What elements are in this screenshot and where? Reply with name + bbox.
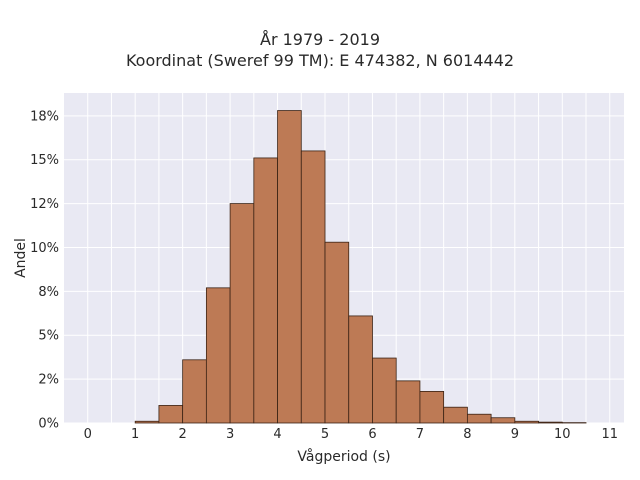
y-axis-label: Andel [13,238,29,278]
y-tick-label: 0% [38,417,59,432]
chart-title: År 1979 - 2019 Koordinat (Sweref 99 TM):… [0,29,640,71]
histogram-bar [443,406,468,424]
x-tick-label: 4 [273,427,281,442]
histogram-bar [538,421,563,424]
x-tick-label: 11 [601,427,618,442]
histogram-bar [490,417,516,424]
histogram-bar [158,405,184,424]
x-tick-label: 5 [321,427,329,442]
y-tick-label: 12% [30,197,59,212]
histogram-bar [419,391,445,424]
histogram-bar [229,203,255,424]
x-tick-label: 1 [131,427,139,442]
x-tick-label: 0 [84,427,92,442]
histogram-bar [324,241,350,424]
x-tick-label: 8 [463,427,471,442]
chart-title-line-1: År 1979 - 2019 [260,30,380,49]
y-tick-label: 8% [38,285,59,300]
histogram-bar [277,110,302,424]
histogram-bar [395,380,421,424]
x-axis-label: Vågperiod (s) [297,448,390,465]
histogram-bars [134,110,587,424]
y-tick-label: 15% [30,153,59,168]
x-tick-label: 6 [368,427,376,442]
x-tick-label: 10 [554,427,571,442]
histogram-bar [182,359,207,424]
y-axis-ticks: 0% 2% 5% 8% 10% 12% 15% 18% [30,109,59,431]
histogram-bar [300,150,326,424]
y-tick-label: 18% [30,109,59,124]
x-tick-label: 7 [416,427,424,442]
histogram-bar [466,413,492,424]
y-tick-label: 2% [38,373,59,388]
y-tick-label: 10% [30,241,59,256]
x-tick-label: 9 [511,427,519,442]
x-tick-label: 3 [226,427,234,442]
y-tick-label: 5% [38,329,59,344]
x-axis-ticks: 0 1 2 3 4 5 6 7 8 9 10 11 [84,427,618,442]
histogram-bar [205,287,231,424]
histogram-bar [253,157,278,424]
x-tick-label: 2 [179,427,187,442]
histogram-bar [514,420,539,424]
histogram-bar [372,357,397,424]
histogram-bar [134,420,160,424]
chart-title-line-2: Koordinat (Sweref 99 TM): E 474382, N 60… [125,51,515,70]
histogram-bar [348,315,373,424]
